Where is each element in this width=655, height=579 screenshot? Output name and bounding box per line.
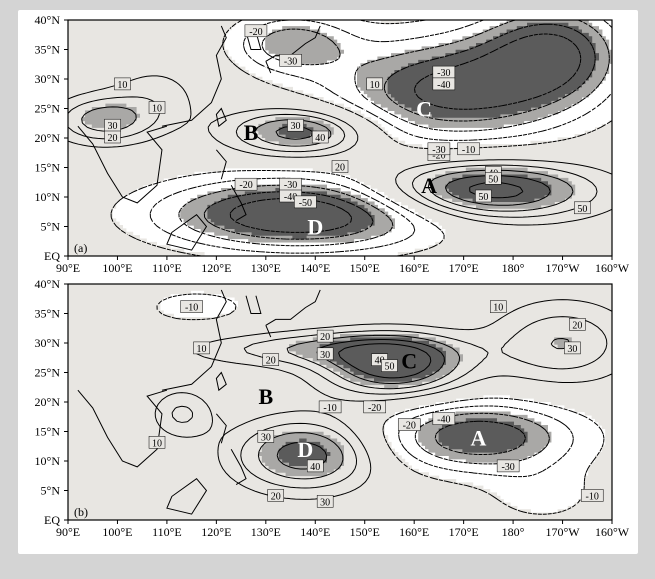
svg-text:120°E: 120°E [201, 525, 231, 539]
svg-text:180°: 180° [501, 261, 524, 275]
svg-text:-30: -30 [432, 145, 445, 156]
svg-text:A: A [470, 425, 486, 450]
svg-text:160°W: 160°W [594, 525, 629, 539]
svg-text:10: 10 [117, 80, 127, 91]
svg-text:5°N: 5°N [40, 484, 60, 498]
svg-text:30: 30 [260, 432, 270, 443]
svg-text:-40: -40 [437, 80, 450, 91]
svg-text:30: 30 [567, 344, 577, 355]
svg-text:-40: -40 [437, 415, 450, 426]
svg-text:120°E: 120°E [201, 261, 231, 275]
svg-text:30°N: 30°N [34, 72, 60, 86]
svg-text:-30: -30 [437, 68, 450, 79]
svg-text:50: 50 [384, 362, 394, 373]
svg-text:C: C [416, 97, 432, 122]
svg-text:35°N: 35°N [34, 43, 60, 57]
svg-text:20°N: 20°N [34, 395, 60, 409]
svg-text:10°N: 10°N [34, 190, 60, 204]
svg-text:20: 20 [107, 133, 117, 144]
svg-text:-10: -10 [323, 403, 336, 414]
svg-text:40°N: 40°N [34, 13, 60, 27]
svg-text:25°N: 25°N [34, 366, 60, 380]
svg-text:110°E: 110°E [152, 261, 182, 275]
svg-text:10: 10 [493, 303, 503, 314]
svg-text:D: D [307, 215, 323, 240]
svg-text:-30: -30 [283, 180, 296, 191]
svg-text:EQ: EQ [44, 513, 60, 527]
svg-text:-20: -20 [239, 180, 252, 191]
svg-text:170°E: 170°E [448, 261, 478, 275]
svg-text:160°W: 160°W [594, 261, 629, 275]
panel-a: -20-30-40-30-20-30-101010103030204020-20… [68, 20, 634, 276]
svg-text:-20: -20 [402, 421, 415, 432]
svg-text:110°E: 110°E [152, 525, 182, 539]
svg-text:-10: -10 [461, 145, 474, 156]
svg-text:130°E: 130°E [250, 261, 280, 275]
svg-text:50: 50 [488, 174, 498, 185]
svg-text:90°E: 90°E [55, 525, 79, 539]
svg-text:130°E: 130°E [250, 525, 280, 539]
panel-b-plot: -10 10 20 10 20 20 30 40 50 30 -10 -20 -20 -40 -30 10 30… [68, 284, 612, 540]
svg-text:B: B [258, 384, 273, 409]
svg-text:20: 20 [265, 356, 275, 367]
svg-text:-10: -10 [585, 491, 598, 502]
svg-text:A: A [421, 173, 437, 198]
svg-text:20: 20 [320, 332, 330, 343]
svg-text:100°E: 100°E [102, 261, 132, 275]
svg-text:30: 30 [290, 121, 300, 132]
svg-text:100°E: 100°E [102, 525, 132, 539]
svg-text:30: 30 [320, 350, 330, 361]
svg-text:30°N: 30°N [34, 336, 60, 350]
svg-text:20: 20 [335, 163, 345, 174]
svg-text:-50: -50 [298, 198, 311, 209]
svg-text:140°E: 140°E [300, 261, 330, 275]
figure-two-panel-map: -20-30-40-30-20-30-101010103030204020-20… [18, 10, 638, 554]
svg-text:50: 50 [478, 192, 488, 203]
svg-text:150°E: 150°E [349, 261, 379, 275]
svg-text:15°N: 15°N [34, 425, 60, 439]
svg-text:40°N: 40°N [34, 277, 60, 291]
svg-text:5°N: 5°N [40, 220, 60, 234]
svg-text:180°: 180° [501, 525, 524, 539]
svg-text:10: 10 [369, 80, 379, 91]
svg-text:20: 20 [572, 320, 582, 331]
svg-text:140°E: 140°E [300, 525, 330, 539]
svg-text:-20: -20 [367, 403, 380, 414]
svg-text:30: 30 [107, 121, 117, 132]
svg-text:-30: -30 [283, 56, 296, 67]
svg-text:(b): (b) [74, 505, 88, 519]
svg-text:170°W: 170°W [545, 525, 580, 539]
svg-text:50: 50 [577, 204, 587, 215]
svg-text:15°N: 15°N [34, 161, 60, 175]
svg-text:25°N: 25°N [34, 102, 60, 116]
svg-text:30: 30 [320, 497, 330, 508]
panel-a-plot: -20-30-40-30-20-30-101010103030204020-20… [68, 20, 612, 276]
svg-text:B: B [243, 120, 258, 145]
svg-text:(a): (a) [74, 241, 87, 255]
svg-text:35°N: 35°N [34, 307, 60, 321]
svg-text:160°E: 160°E [399, 261, 429, 275]
svg-text:-10: -10 [184, 303, 197, 314]
svg-text:C: C [401, 349, 417, 374]
svg-text:90°E: 90°E [55, 261, 79, 275]
svg-text:EQ: EQ [44, 249, 60, 263]
svg-text:-30: -30 [501, 462, 514, 473]
svg-text:160°E: 160°E [399, 525, 429, 539]
svg-text:-20: -20 [249, 27, 262, 38]
svg-text:170°E: 170°E [448, 525, 478, 539]
svg-text:10: 10 [152, 438, 162, 449]
svg-text:150°E: 150°E [349, 525, 379, 539]
svg-text:20: 20 [270, 491, 280, 502]
svg-text:20°N: 20°N [34, 131, 60, 145]
svg-text:170°W: 170°W [545, 261, 580, 275]
svg-text:10: 10 [196, 344, 206, 355]
panel-b: -10 10 20 10 20 20 30 40 50 30 -10 -20 -20 -40 -30 10 30… [68, 284, 634, 540]
svg-text:10: 10 [152, 104, 162, 115]
svg-text:D: D [297, 437, 313, 462]
svg-text:10°N: 10°N [34, 454, 60, 468]
svg-text:40: 40 [310, 462, 320, 473]
svg-text:40: 40 [315, 133, 325, 144]
